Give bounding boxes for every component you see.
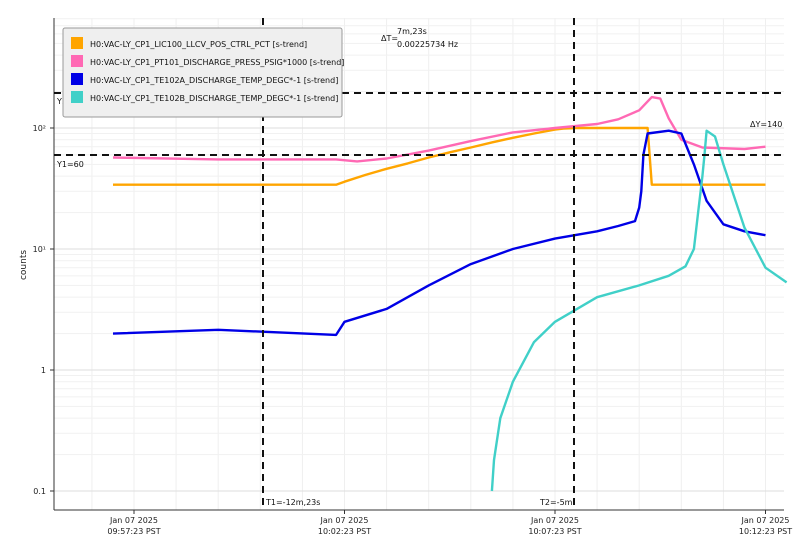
axes: counts: [19, 18, 784, 511]
legend-swatch: [71, 37, 83, 49]
y-tick-label: 10¹: [33, 245, 46, 254]
legend-label: H0:VAC-LY_CP1_TE102B_DISCHARGE_TEMP_DEGC…: [90, 94, 338, 103]
cursors[interactable]: T1=-12m,23s T2=-5m ΔT= 7m,23s 0.00225734…: [54, 18, 784, 510]
t2-cursor-label: T2=-5m: [539, 498, 573, 507]
series-line-3: [112, 129, 766, 337]
legend-box: [62, 27, 343, 118]
y-axis-label: counts: [19, 250, 29, 280]
legend-swatch: [71, 73, 83, 85]
dt-label: ΔT=: [381, 34, 398, 43]
x-tick-label-date: Jan 07 2025: [741, 516, 790, 525]
y-tick-label: 10²: [33, 124, 46, 133]
x-tick-label-time: 10:02:23 PST: [318, 527, 371, 536]
series-line-2: [112, 95, 766, 163]
legend-swatch: [71, 91, 83, 103]
x-tick-label-time: 09:57:23 PST: [107, 527, 160, 536]
x-tick-label-time: 10:07:23 PST: [528, 527, 581, 536]
x-tick-label-date: Jan 07 2025: [109, 516, 158, 525]
legend-label: H0:VAC-LY_CP1_LIC100_LLCV_POS_CTRL_PCT […: [90, 40, 307, 49]
x-tick-label-time: 10:12:23 PST: [739, 527, 792, 536]
series-line-1: [113, 126, 766, 186]
t1-cursor-label: T1=-12m,23s: [265, 498, 320, 507]
dt-frequency: 0.00225734 Hz: [397, 40, 458, 49]
y1-cursor-label: Y1=60: [56, 160, 84, 169]
x-tick-label-date: Jan 07 2025: [530, 516, 579, 525]
legend-label: H0:VAC-LY_CP1_TE102A_DISCHARGE_TEMP_DEGC…: [90, 76, 338, 85]
legend: H0:VAC-LY_CP1_LIC100_LLCV_POS_CTRL_PCT […: [62, 27, 344, 118]
series-lines: [112, 95, 788, 492]
dy-label: ΔY=140: [750, 120, 782, 129]
tick-labels: Jan 07 2025 09:57:23 PST Jan 07 2025 10:02:…: [33, 124, 793, 536]
legend-label: H0:VAC-LY_CP1_PT101_DISCHARGE_PRESS_PSIG…: [90, 58, 344, 67]
legend-swatch: [71, 55, 83, 67]
y-tick-label: 0.1: [33, 487, 46, 496]
series-line-4: [490, 129, 788, 492]
y-tick-label: 1: [41, 366, 46, 375]
dt-value: 7m,23s: [397, 27, 427, 36]
x-tick-label-date: Jan 07 2025: [320, 516, 369, 525]
